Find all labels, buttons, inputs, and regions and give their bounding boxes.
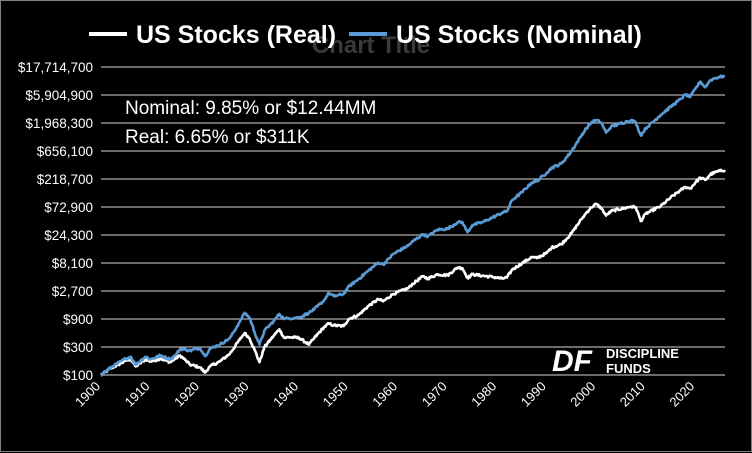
y-tick-label: $1,968,300: [25, 116, 93, 131]
legend-label-real: US Stocks (Real): [136, 21, 336, 49]
y-tick-label: $100: [63, 368, 93, 383]
x-tick-label: 2010: [617, 379, 648, 410]
x-tick-label: 1980: [468, 379, 499, 410]
logo-mark: DF: [552, 345, 593, 378]
y-tick-label: $8,100: [52, 256, 93, 271]
x-tick-label: 1930: [221, 379, 252, 410]
gridlines: [101, 66, 725, 348]
x-tick-label: 1910: [122, 379, 153, 410]
y-axis-ticks: $100 $300 $900 $2,700 $8,100 $24,300 $72,900 $2…: [18, 60, 93, 383]
y-tick-label: $656,100: [37, 144, 93, 159]
annotation-real: Real: 6.65% or $311K: [125, 127, 310, 148]
series-line-real: [100, 168, 727, 376]
x-tick-label: 1940: [270, 379, 301, 410]
y-tick-label: $24,300: [44, 228, 93, 243]
series-line-nominal: [100, 74, 726, 377]
series-lines: [100, 74, 727, 377]
x-tick-label: 2000: [567, 379, 598, 410]
x-tick-label: 1960: [369, 379, 400, 410]
x-tick-label: 1990: [518, 379, 549, 410]
y-tick-label: $5,904,900: [25, 88, 93, 103]
discipline-funds-logo: DF DISCIPLINE FUNDS: [552, 345, 679, 378]
x-tick-label: 1950: [320, 379, 351, 410]
x-tick-label: 1900: [72, 379, 103, 410]
y-tick-label: $72,900: [44, 200, 93, 215]
y-tick-label: $900: [63, 312, 93, 327]
y-tick-label: $17,714,700: [18, 60, 93, 75]
annotation-nominal: Nominal: 9.85% or $12.44MM: [125, 98, 376, 119]
legend-label-nominal: US Stocks (Nominal): [396, 21, 642, 49]
logo-line2: FUNDS: [606, 361, 651, 376]
x-tick-label: 1920: [171, 379, 202, 410]
legend: US Stocks (Real) US Stocks (Nominal): [89, 21, 642, 49]
x-axis-ticks: 1900 1910 1920 1930 1940 1950 1960 1970 1980 1990…: [72, 379, 697, 410]
x-tick-label: 2020: [666, 379, 697, 410]
y-tick-label: $218,700: [37, 172, 93, 187]
chart-title: Chart Title: [312, 32, 430, 59]
y-tick-label: $300: [63, 340, 93, 355]
logo-line1: DISCIPLINE: [606, 346, 679, 361]
y-tick-label: $2,700: [52, 284, 93, 299]
x-tick-label: 1970: [419, 379, 450, 410]
